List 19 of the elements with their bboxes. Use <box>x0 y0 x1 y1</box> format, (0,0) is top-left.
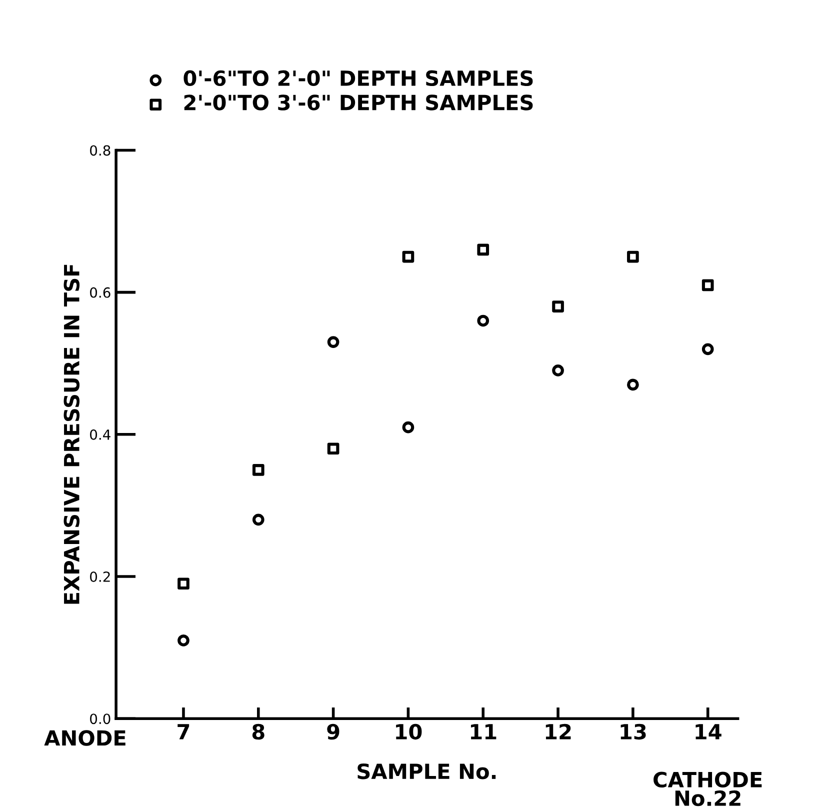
legend-label: 0'-6"TO 2'-0" DEPTH SAMPLES <box>184 70 533 86</box>
x-axis-title: SAMPLE No. <box>358 763 496 780</box>
x-tick-label: 11 <box>470 724 496 740</box>
y-axis-title: EXPANSIVE PRESSURE IN TSF <box>64 264 80 604</box>
text: CATHODE No.22 <box>654 772 762 806</box>
y-tick-label: 0.4 <box>90 429 110 440</box>
y-tick-label: 0.2 <box>90 571 110 582</box>
x-tick-label: 8 <box>252 724 264 740</box>
x-tick-label: 12 <box>546 724 571 740</box>
x-tick-label: 10 <box>396 724 422 740</box>
y-tick-label: 0.6 <box>90 287 110 298</box>
x-tick-label: 13 <box>620 724 646 740</box>
legend-label: 2'-0"TO 3'-6" DEPTH SAMPLES <box>184 94 533 110</box>
y-tick-label: 0.0 <box>90 714 110 724</box>
x-tick-label: 7 <box>178 724 190 740</box>
text: ANODE <box>44 730 126 746</box>
x-tick-label: 9 <box>327 724 340 740</box>
y-tick-label: 0.8 <box>90 145 110 156</box>
x-tick-label: 14 <box>696 724 722 740</box>
